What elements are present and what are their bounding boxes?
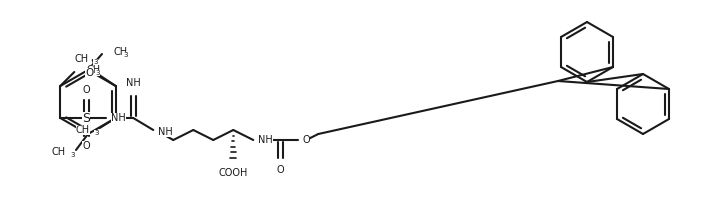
Text: 3: 3: [95, 70, 100, 76]
Text: CH: CH: [114, 47, 128, 57]
Text: O: O: [85, 68, 94, 78]
Text: O: O: [82, 85, 90, 95]
Text: CH: CH: [86, 65, 100, 75]
Text: S: S: [82, 111, 90, 125]
Text: 3: 3: [95, 130, 99, 136]
Text: NH: NH: [126, 78, 141, 88]
Text: COOH: COOH: [218, 168, 248, 178]
Text: 3: 3: [93, 59, 97, 65]
Text: O: O: [302, 135, 310, 145]
Text: NH: NH: [112, 113, 126, 123]
Text: 3: 3: [70, 152, 75, 158]
Text: O: O: [82, 141, 90, 151]
Text: NH: NH: [159, 127, 173, 137]
Text: CH: CH: [75, 125, 90, 135]
Text: 3: 3: [123, 52, 127, 58]
Text: CH: CH: [75, 54, 89, 64]
Text: CH: CH: [52, 147, 66, 157]
Text: NH: NH: [258, 135, 273, 145]
Text: O: O: [277, 165, 284, 175]
